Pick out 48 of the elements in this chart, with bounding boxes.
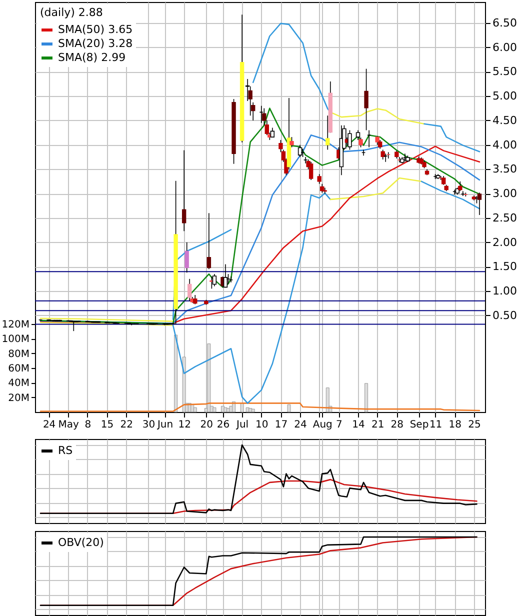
legend-label: RS — [58, 444, 73, 457]
y-tick-label: 1.00 — [492, 284, 517, 298]
x-tick-label: 10 — [256, 420, 268, 430]
x-tick-label: 18 — [448, 420, 462, 430]
y2-tick-label: 20M — [8, 392, 30, 404]
legend-title: (daily) 2.88 — [40, 6, 103, 19]
x-tick-label: May — [58, 420, 80, 430]
y-tick-label: 0.50 — [492, 308, 517, 322]
legend-label: SMA(50) 3.65 — [58, 23, 133, 36]
x-tick-label: 26 — [216, 420, 230, 430]
x-tick-label: 7 — [336, 420, 342, 430]
y-tick-label: 4.50 — [492, 114, 517, 127]
y-tick-label: 2.00 — [492, 236, 517, 249]
x-tick-label: 25 — [468, 420, 481, 430]
x-tick-label: 15 — [100, 420, 114, 430]
x-tick-label: 22 — [120, 420, 133, 430]
x-tick-label: Jun — [156, 420, 174, 430]
x-tick-label: 24 — [42, 420, 56, 430]
x-tick-label: 28 — [390, 420, 404, 430]
y2-tick-label: 80M — [8, 348, 30, 360]
x-tick-label: 11 — [429, 420, 442, 430]
legend-label: SMA(20) 3.28 — [58, 37, 133, 50]
y-tick-label: 4.00 — [492, 138, 517, 152]
x-tick-label: Aug — [312, 420, 332, 430]
y-tick-label: 6.50 — [492, 16, 517, 30]
y-tick-label: 1.50 — [492, 260, 517, 274]
y2-tick-label: 40M — [8, 378, 30, 390]
x-tick-label: 14 — [352, 420, 365, 430]
y-tick-label: 5.00 — [492, 90, 517, 103]
y-tick-label: 3.00 — [492, 187, 517, 200]
y2-tick-label: 100M — [2, 334, 30, 346]
y-tick-label: 2.50 — [492, 211, 517, 224]
x-tick-label: 17 — [274, 420, 288, 430]
y-tick-label: 5.50 — [492, 65, 517, 78]
x-tick-label: 24 — [294, 420, 307, 430]
y-tick-label: 3.50 — [492, 162, 517, 176]
x-tick-label: Jul — [236, 420, 249, 430]
x-tick-label: 21 — [371, 420, 384, 430]
y2-tick-label: 60M — [8, 363, 30, 374]
y2-tick-label: 120M — [2, 319, 30, 330]
x-tick-label: Sep — [410, 420, 429, 430]
x-tick-label: 12 — [178, 420, 191, 430]
x-tick-label: 20 — [200, 420, 214, 430]
legend-label: SMA(8) 2.99 — [58, 51, 126, 64]
x-tick-label: 30 — [142, 420, 156, 430]
y-tick-label: 6.00 — [492, 40, 517, 54]
x-tick-label: 8 — [84, 420, 92, 430]
legend-label: OBV(20) — [58, 536, 104, 549]
